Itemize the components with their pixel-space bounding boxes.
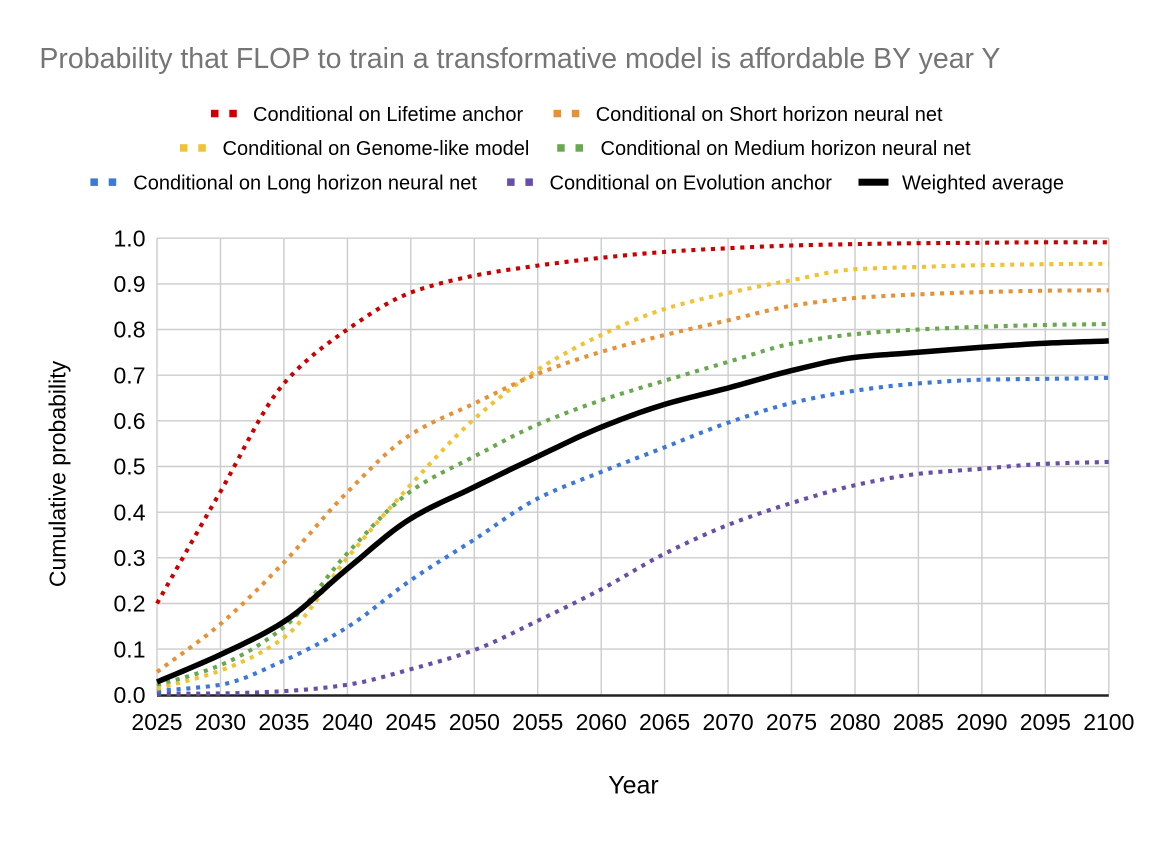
svg-text:2070: 2070 bbox=[703, 709, 754, 735]
svg-text:2065: 2065 bbox=[639, 709, 690, 735]
svg-text:2025: 2025 bbox=[131, 709, 182, 735]
svg-text:2095: 2095 bbox=[1020, 709, 1071, 735]
svg-text:0.9: 0.9 bbox=[114, 271, 146, 297]
svg-text:2060: 2060 bbox=[576, 709, 627, 735]
svg-text:0.2: 0.2 bbox=[114, 591, 146, 617]
svg-text:Year: Year bbox=[608, 772, 659, 800]
svg-text:0.0: 0.0 bbox=[114, 682, 146, 708]
svg-text:2090: 2090 bbox=[956, 709, 1007, 735]
svg-text:Conditional on Genome-like mod: Conditional on Genome-like model bbox=[223, 138, 530, 160]
svg-text:0.7: 0.7 bbox=[114, 362, 146, 388]
svg-text:Conditional on Medium horizon: Conditional on Medium horizon neural net bbox=[601, 138, 972, 160]
svg-text:0.5: 0.5 bbox=[114, 454, 146, 480]
svg-text:1.0: 1.0 bbox=[114, 225, 146, 251]
svg-text:2030: 2030 bbox=[195, 709, 246, 735]
svg-text:0.8: 0.8 bbox=[114, 317, 146, 343]
svg-text:2100: 2100 bbox=[1083, 709, 1134, 735]
svg-text:Conditional on Lifetime anchor: Conditional on Lifetime anchor bbox=[253, 104, 524, 126]
svg-text:Weighted average: Weighted average bbox=[902, 172, 1064, 194]
svg-text:2055: 2055 bbox=[512, 709, 563, 735]
svg-text:Conditional on Long horizon ne: Conditional on Long horizon neural net bbox=[133, 172, 477, 194]
svg-text:0.3: 0.3 bbox=[114, 545, 146, 571]
svg-text:2075: 2075 bbox=[766, 709, 817, 735]
svg-text:2040: 2040 bbox=[322, 709, 373, 735]
svg-text:0.6: 0.6 bbox=[114, 408, 146, 434]
svg-text:0.1: 0.1 bbox=[114, 636, 146, 662]
svg-text:2045: 2045 bbox=[385, 709, 436, 735]
svg-text:Conditional on Short horizon n: Conditional on Short horizon neural net bbox=[596, 104, 943, 126]
svg-text:2050: 2050 bbox=[449, 709, 500, 735]
svg-text:Cumulative probability: Cumulative probability bbox=[45, 360, 71, 587]
svg-text:Conditional on Evolution ancho: Conditional on Evolution anchor bbox=[550, 172, 833, 194]
svg-text:Probability that FLOP to train: Probability that FLOP to train a transfo… bbox=[39, 43, 1000, 75]
svg-text:2085: 2085 bbox=[893, 709, 944, 735]
svg-text:2035: 2035 bbox=[258, 709, 309, 735]
svg-text:2080: 2080 bbox=[829, 709, 880, 735]
svg-text:0.4: 0.4 bbox=[114, 499, 146, 525]
